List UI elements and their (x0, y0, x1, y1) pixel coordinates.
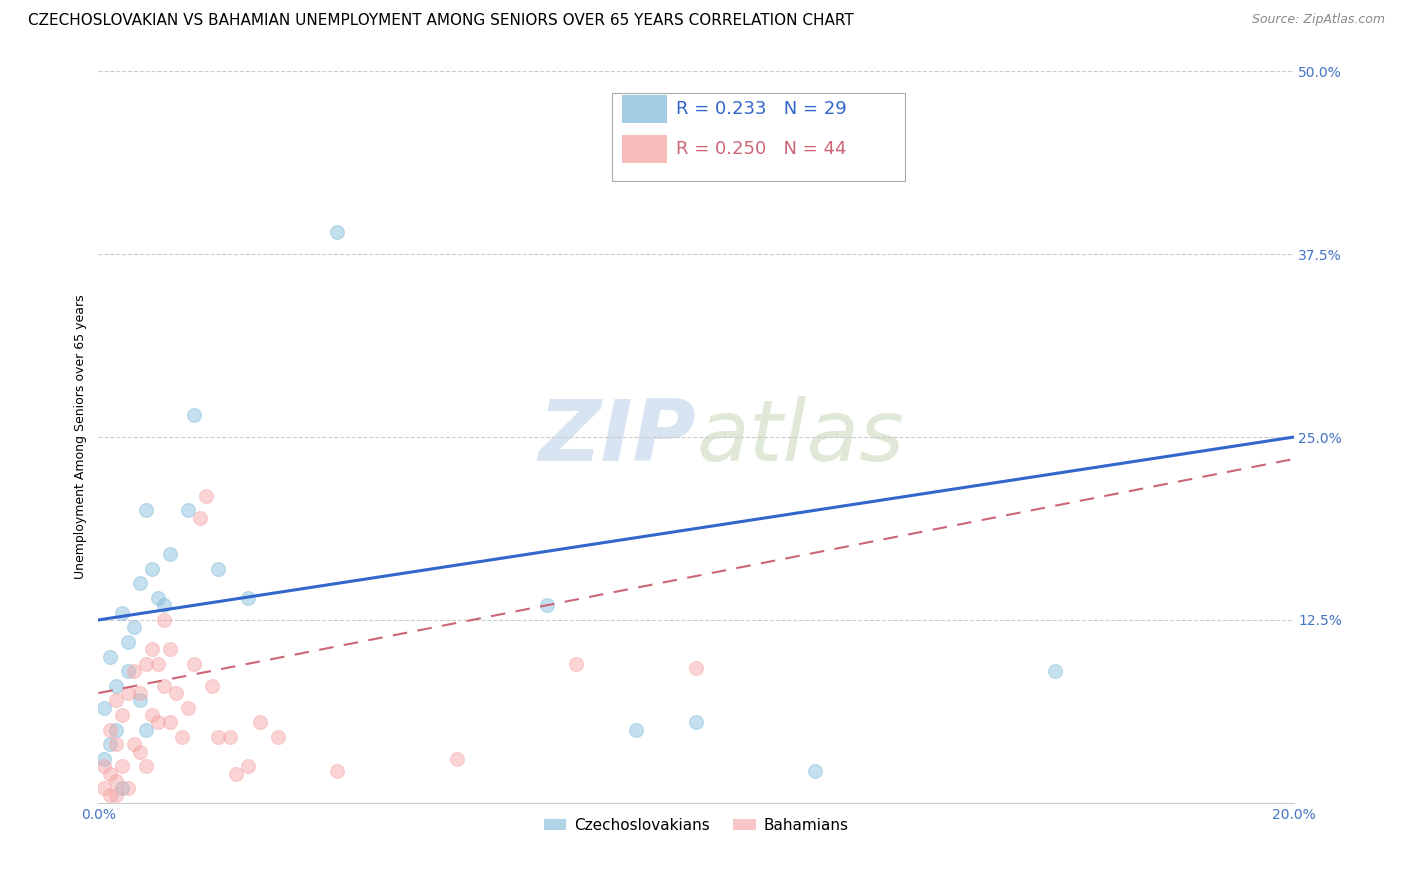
Point (98, 723, 122, 737)
Point (93, 752, 115, 766)
Point (536, 599, 558, 613)
Text: Source: ZipAtlas.com: Source: ZipAtlas.com (1251, 13, 1385, 27)
Point (326, 225, 349, 239)
Point (195, 489, 218, 503)
Point (153, 599, 176, 613)
Text: R = 0.250   N = 44: R = 0.250 N = 44 (676, 140, 846, 158)
Point (111, 781, 134, 796)
Text: atlas: atlas (696, 395, 904, 479)
Y-axis label: Unemployment Among Seniors over 65 years: Unemployment Among Seniors over 65 years (75, 294, 87, 580)
Point (148, 591, 170, 605)
Point (1043, 664, 1066, 678)
Point (105, 679, 128, 693)
Point (141, 708, 163, 723)
Point (446, 752, 468, 766)
Point (129, 693, 152, 707)
Point (111, 759, 134, 773)
Point (93, 700, 115, 714)
Point (135, 657, 157, 671)
Point (129, 745, 152, 759)
Point (219, 730, 242, 744)
Point (129, 576, 152, 591)
Point (685, 661, 707, 675)
Point (153, 613, 176, 627)
Point (225, 766, 247, 780)
Point (135, 723, 157, 737)
Point (117, 781, 139, 796)
Point (98, 649, 122, 664)
Point (124, 620, 146, 634)
Point (135, 759, 157, 773)
Point (98, 766, 122, 780)
Point (148, 715, 170, 730)
Point (626, 723, 648, 737)
Point (105, 773, 128, 788)
Point (183, 408, 205, 422)
Point (124, 664, 146, 678)
Point (153, 679, 176, 693)
Point (135, 503, 157, 517)
Point (177, 700, 200, 714)
Point (236, 759, 259, 773)
Bar (621, 95, 668, 122)
Text: CZECHOSLOVAKIAN VS BAHAMIAN UNEMPLOYMENT AMONG SENIORS OVER 65 YEARS CORRELATION: CZECHOSLOVAKIAN VS BAHAMIAN UNEMPLOYMENT… (28, 13, 853, 29)
Point (117, 664, 139, 678)
Point (159, 547, 181, 561)
Point (267, 730, 290, 744)
Point (685, 715, 707, 730)
Point (105, 789, 128, 803)
Point (183, 657, 205, 671)
Point (804, 764, 827, 778)
Point (105, 737, 128, 751)
Point (117, 635, 139, 649)
Point (159, 715, 181, 730)
Bar (621, 135, 668, 163)
Point (207, 730, 229, 744)
Point (105, 693, 128, 707)
Point (129, 686, 152, 700)
Text: ZIP: ZIP (538, 395, 696, 479)
Point (105, 723, 128, 737)
Point (98, 737, 122, 751)
Point (93, 781, 115, 796)
FancyBboxPatch shape (613, 94, 905, 181)
Point (188, 510, 211, 524)
Point (141, 642, 163, 657)
Point (98, 789, 122, 803)
Point (207, 562, 229, 576)
Text: R = 0.233   N = 29: R = 0.233 N = 29 (676, 100, 846, 118)
Point (165, 686, 187, 700)
Legend: Czechoslovakians, Bahamians: Czechoslovakians, Bahamians (537, 812, 855, 839)
Point (124, 737, 146, 751)
Point (111, 606, 134, 620)
Point (172, 730, 194, 744)
Point (159, 642, 181, 657)
Point (111, 708, 134, 723)
Point (141, 562, 163, 576)
Point (93, 759, 115, 773)
Point (117, 686, 139, 700)
Point (236, 591, 259, 605)
Point (326, 764, 349, 778)
Point (177, 503, 200, 517)
Point (201, 679, 224, 693)
Point (148, 657, 170, 671)
Point (565, 657, 588, 671)
Point (249, 715, 271, 730)
